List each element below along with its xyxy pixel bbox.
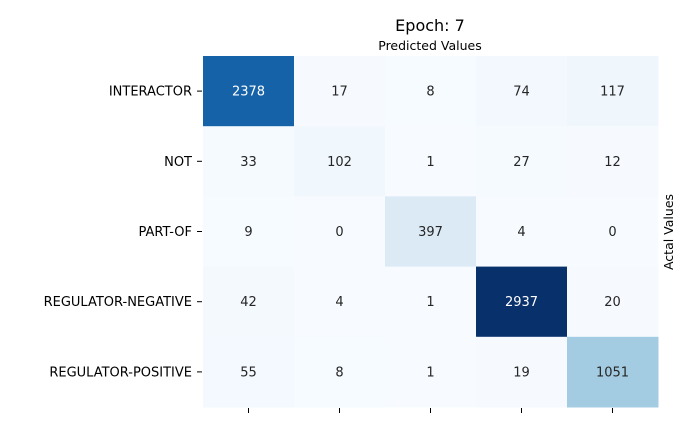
row-label-4: REGULATOR-POSITIVE	[49, 365, 192, 380]
cell-value-r2-c0: 9	[244, 225, 252, 240]
y-axis-label: Actal Values	[661, 194, 676, 270]
cell-value-r1-c1: 102	[327, 155, 352, 170]
cell-value-r3-c2: 1	[426, 295, 434, 310]
cell-value-r3-c0: 42	[240, 295, 257, 310]
cell-value-r1-c2: 1	[426, 155, 434, 170]
row-label-3: REGULATOR-NEGATIVE	[44, 295, 192, 310]
cell-value-r4-c1: 8	[335, 365, 343, 380]
cell-value-r2-c3: 4	[517, 225, 525, 240]
cell-value-r1-c3: 27	[513, 155, 530, 170]
cell-value-r1-c0: 33	[240, 155, 257, 170]
cell-value-r4-c3: 19	[513, 365, 530, 380]
row-label-1: NOT	[164, 155, 192, 170]
row-label-0: INTERACTOR	[109, 85, 192, 100]
chart-title: Epoch: 7	[395, 16, 465, 35]
cell-value-r3-c3: 2937	[505, 295, 538, 310]
cell-value-r3-c4: 20	[604, 295, 621, 310]
cell-value-r0-c0: 2378	[232, 85, 265, 100]
row-labels: INTERACTOR NOT PART-OF REGULATOR-NEGATIVE RE…	[44, 85, 202, 381]
cell-value-r2-c2: 397	[418, 225, 443, 240]
cell-value-r2-c4: 0	[608, 225, 616, 240]
cell-value-r1-c4: 12	[604, 155, 621, 170]
column-ticks	[249, 408, 613, 413]
row-label-2: PART-OF	[139, 225, 193, 240]
cell-value-r0-c4: 117	[600, 85, 625, 100]
cell-value-r4-c4: 1051	[596, 365, 629, 380]
x-axis-label: Predicted Values	[378, 38, 482, 53]
cell-value-r4-c2: 1	[426, 365, 434, 380]
cell-value-r0-c1: 17	[331, 85, 348, 100]
heatmap-cells: 2378 17 8 74 117 33 102 1 27 12 9 0 397 4 0 42 4 1 2937 20 5…	[203, 56, 659, 408]
cell-value-r2-c1: 0	[335, 225, 343, 240]
cell-value-r4-c0: 55	[240, 365, 257, 380]
cell-value-r3-c1: 4	[335, 295, 343, 310]
cell-value-r0-c2: 8	[426, 85, 434, 100]
cell-value-r0-c3: 74	[513, 85, 530, 100]
